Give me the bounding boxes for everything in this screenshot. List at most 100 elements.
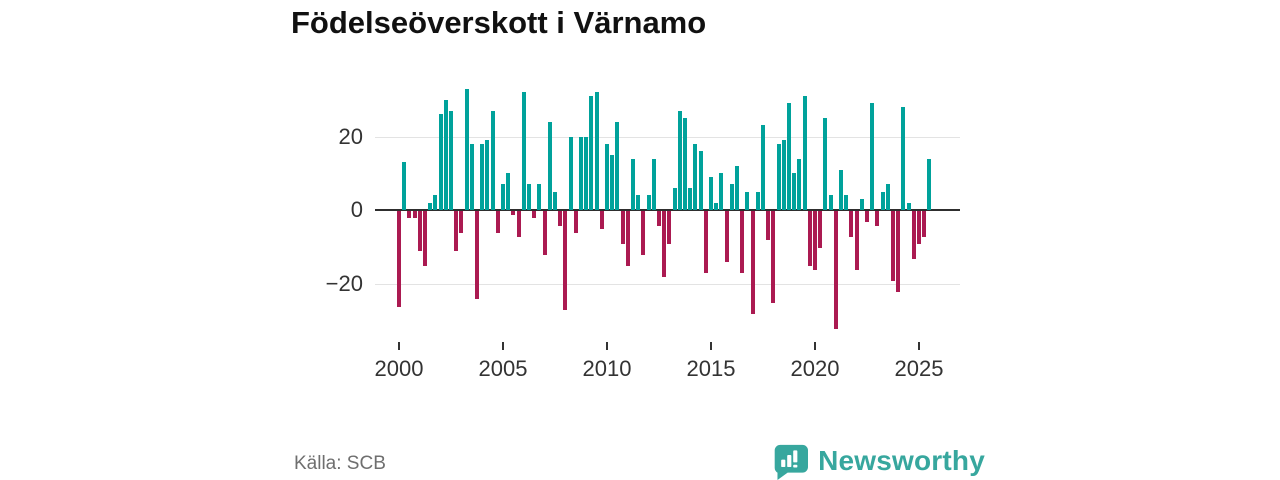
bar-2010-q2	[610, 154, 615, 210]
bar-2000-q4	[412, 211, 417, 219]
bar-2000-q1	[397, 211, 401, 307]
bar-2014-q2	[693, 143, 698, 210]
bar-2013-q3	[677, 110, 682, 210]
bar-2003-q3	[469, 143, 474, 210]
x-tick-2020	[814, 342, 816, 350]
bar-2023-q2	[880, 191, 885, 210]
bar-2009-q2	[589, 96, 594, 210]
bar-2013-q2	[672, 187, 677, 210]
bar-2024-q4	[911, 211, 916, 259]
bar-2002-q1	[438, 114, 443, 210]
source-label: Källa: SCB	[294, 453, 386, 474]
bar-2022-q2	[859, 198, 864, 210]
bar-2021-q4	[849, 211, 854, 237]
bar-2005-q4	[516, 211, 521, 237]
bar-2025-q1	[917, 211, 921, 245]
bar-2004-q1	[480, 143, 485, 210]
bar-2022-q1	[854, 211, 859, 270]
y-axis-label-20: 20	[338, 123, 363, 149]
x-axis-label-2020: 2020	[790, 356, 840, 381]
bar-2001-q3	[428, 202, 433, 210]
bar-2000-q3	[407, 211, 412, 219]
bar-2024-q3	[906, 202, 911, 210]
bar-2005-q2	[506, 173, 511, 210]
bar-2009-q1	[584, 136, 589, 210]
bar-2001-q1	[417, 211, 422, 252]
bar-2001-q4	[433, 195, 438, 210]
zero-axis-line	[375, 209, 960, 211]
bar-2015-q2	[714, 202, 719, 210]
bar-2000-q2	[402, 162, 407, 210]
gridline-y-20	[375, 283, 960, 285]
page-title: Födelseöverskott i Värnamo	[291, 5, 707, 40]
bar-2001-q2	[423, 211, 427, 267]
bar-2023-q1	[875, 211, 880, 226]
bar-2014-q3	[698, 151, 703, 210]
bar-2008-q4	[579, 136, 583, 210]
bar-2015-q3	[719, 173, 724, 210]
x-tick-2025	[918, 342, 920, 350]
bar-2025-q3	[927, 158, 932, 210]
newsworthy-logo[interactable]: Newsworthy	[771, 442, 985, 480]
bar-2005-q3	[511, 211, 516, 215]
bar-2009-q4	[599, 211, 604, 230]
newsworthy-wordmark: Newsworthy	[818, 445, 985, 476]
bar-2012-q4	[662, 211, 667, 278]
bar-2020-q1	[813, 211, 817, 270]
bar-2017-q1	[750, 211, 755, 314]
x-axis-label-2005: 2005	[478, 356, 528, 381]
bar-2019-q1	[792, 173, 797, 210]
gridline-y20	[375, 136, 960, 138]
bar-2013-q4	[683, 118, 687, 210]
bar-2021-q1	[833, 211, 838, 329]
bar-2022-q4	[870, 103, 875, 210]
bar-2012-q1	[646, 195, 651, 210]
x-tick-2005	[502, 342, 504, 350]
bar-2016-q3	[740, 211, 745, 274]
bar-2004-q3	[490, 110, 495, 210]
bar-2017-q3	[761, 125, 765, 210]
y-axis-label-0: 0	[350, 197, 363, 222]
bar-2010-q1	[605, 143, 609, 210]
bar-2025-q2	[922, 211, 927, 237]
bar-2008-q3	[573, 211, 578, 234]
bar-2019-q4	[807, 211, 812, 267]
bar-2007-q4	[558, 211, 563, 226]
bar-2011-q4	[641, 211, 646, 256]
x-tick-2015	[710, 342, 712, 350]
bar-2022-q3	[865, 211, 869, 223]
bar-2003-q1	[459, 211, 464, 234]
bar-2014-q4	[703, 211, 708, 274]
bar-2002-q4	[454, 211, 459, 252]
bar-2007-q1	[542, 211, 547, 256]
bar-2021-q2	[839, 169, 843, 210]
bar-2006-q2	[527, 184, 531, 210]
bar-2006-q3	[532, 211, 537, 219]
x-axis-label-2000: 2000	[374, 356, 424, 381]
bar-2011-q3	[636, 195, 641, 210]
bar-2023-q4	[891, 211, 895, 281]
bar-2020-q2	[818, 211, 823, 248]
x-axis-label-2010: 2010	[582, 356, 632, 381]
bar-2002-q3	[449, 110, 453, 210]
x-tick-2010	[606, 342, 608, 350]
x-axis-label-2025: 2025	[894, 356, 944, 381]
bar-2017-q4	[766, 211, 771, 241]
bar-2004-q2	[485, 140, 490, 210]
bar-2013-q1	[667, 211, 672, 245]
bar-2012-q2	[651, 158, 656, 210]
bar-2003-q4	[475, 211, 479, 300]
bar-2012-q3	[657, 211, 661, 226]
bar-2003-q2	[464, 88, 469, 210]
bar-2024-q1	[896, 211, 901, 292]
bar-2009-q3	[594, 92, 599, 210]
bar-2011-q1	[625, 211, 630, 267]
bar-2014-q1	[688, 187, 693, 210]
bar-2019-q3	[802, 96, 807, 210]
bar-2008-q2	[568, 136, 573, 210]
bar-2015-q1	[709, 176, 713, 210]
bar-2006-q4	[537, 184, 542, 210]
bar-2018-q3	[781, 140, 786, 210]
bar-2006-q1	[521, 92, 526, 210]
